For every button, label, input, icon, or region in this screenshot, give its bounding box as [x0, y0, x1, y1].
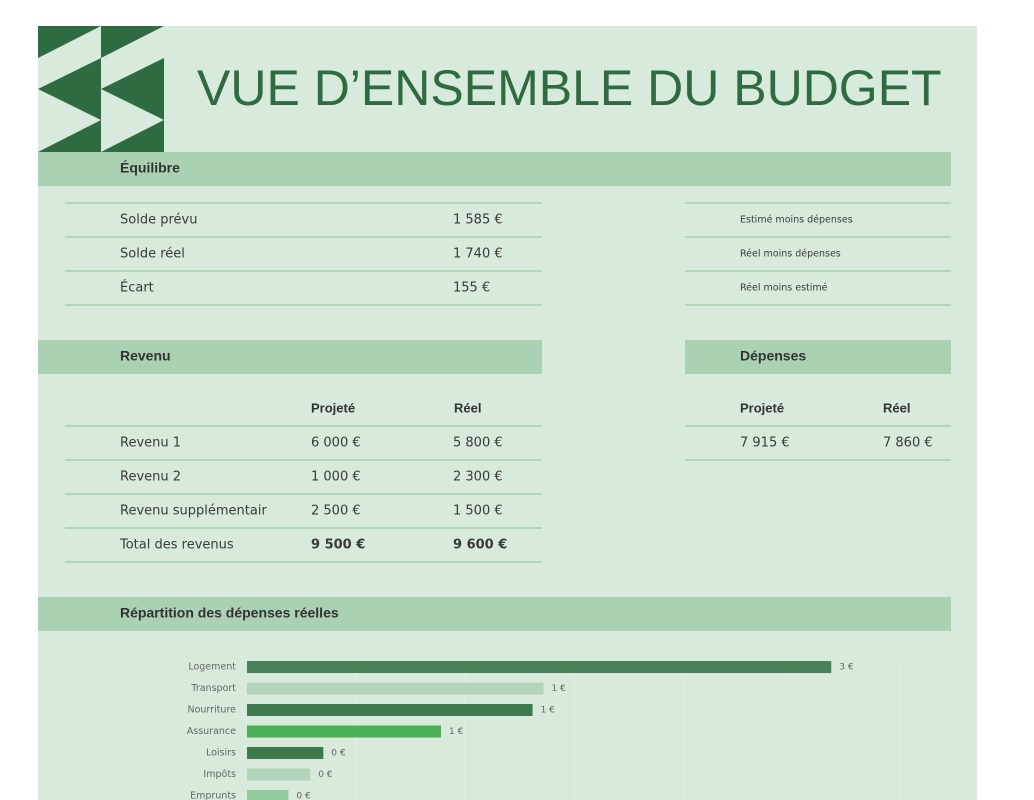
value-label: 3 €	[839, 663, 854, 673]
section-title: Répartition des dépenses réelles	[120, 605, 339, 621]
category-label: Emprunts	[190, 791, 236, 800]
value-label: 0 €	[318, 770, 333, 780]
row-value: 1 585 €	[453, 213, 503, 228]
section-title: Dépenses	[740, 348, 806, 364]
section-title: Équilibre	[120, 160, 180, 176]
category-label: Logement	[188, 662, 236, 673]
category-label: Transport	[190, 683, 236, 694]
row-label: Solde réel	[120, 247, 185, 262]
column-header: Réel	[883, 400, 910, 415]
bar	[247, 661, 832, 673]
column-header: Réel	[454, 400, 481, 415]
logo	[38, 26, 164, 152]
value-label: 1 €	[551, 684, 566, 694]
row-note: Estimé moins dépenses	[740, 215, 853, 226]
row-label: Écart	[120, 280, 154, 296]
cell-value: 5 800 €	[453, 436, 503, 451]
bar	[247, 790, 289, 800]
row-note: Réel moins estimé	[740, 283, 828, 294]
row-label: Revenu 1	[120, 436, 181, 451]
bar	[247, 747, 324, 759]
row-label: Revenu 2	[120, 470, 181, 485]
cell-value: 1 000 €	[311, 470, 361, 485]
page-title: VUE D’ENSEMBLE DU BUDGET	[197, 60, 942, 116]
cell-value: 9 600 €	[453, 538, 507, 553]
value-label: 0 €	[331, 749, 346, 759]
category-label: Nourriture	[187, 705, 236, 716]
category-label: Assurance	[187, 726, 236, 737]
row-label: Solde prévu	[120, 213, 197, 228]
row-label: Total des revenus	[119, 538, 234, 553]
column-header: Projeté	[740, 400, 784, 415]
row-note: Réel moins dépenses	[740, 249, 841, 260]
cell-value: 1 500 €	[453, 504, 503, 519]
column-header: Projeté	[311, 400, 355, 415]
value-label: 1 €	[449, 727, 464, 737]
value-label: 1 €	[541, 706, 556, 716]
section-band	[38, 597, 951, 631]
category-label: Impôts	[203, 769, 236, 780]
section-title: Revenu	[120, 348, 171, 364]
bar	[247, 704, 533, 716]
cell-value: 2 300 €	[453, 470, 503, 485]
bar	[247, 725, 442, 738]
bar	[247, 682, 544, 695]
bar	[247, 768, 311, 781]
cell-value: 2 500 €	[311, 504, 361, 519]
value-label: 0 €	[296, 792, 311, 800]
cell-value: 7 915 €	[740, 436, 790, 451]
section-band	[38, 340, 542, 374]
cell-value: 9 500 €	[311, 538, 365, 553]
section-band	[685, 340, 951, 374]
category-label: Loisirs	[206, 748, 236, 759]
row-value: 1 740 €	[453, 247, 503, 262]
cell-value: 7 860 €	[883, 436, 933, 451]
row-value: 155 €	[453, 281, 490, 296]
row-label: Revenu supplémentair	[120, 504, 267, 519]
section-band	[38, 152, 951, 186]
cell-value: 6 000 €	[311, 436, 361, 451]
